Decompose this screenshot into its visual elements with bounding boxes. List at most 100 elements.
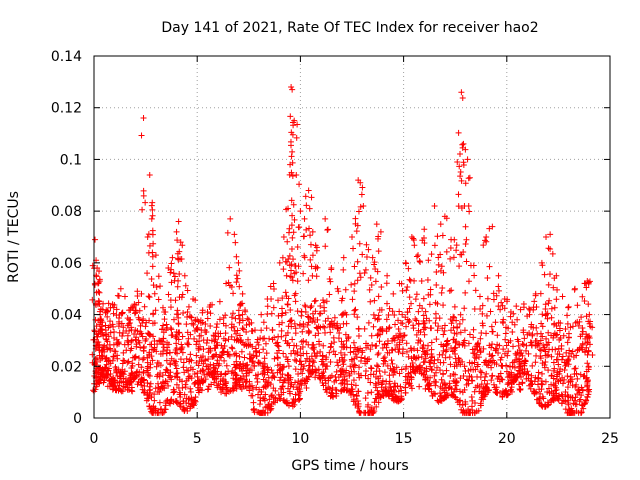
data-point [337, 388, 344, 395]
data-point [268, 393, 275, 400]
data-point [159, 338, 166, 345]
data-point [355, 403, 362, 410]
data-point [172, 346, 179, 353]
data-point [131, 330, 138, 337]
data-point [555, 396, 562, 403]
data-point [299, 343, 306, 350]
data-point [323, 354, 330, 361]
data-point [270, 304, 277, 311]
data-point [484, 295, 491, 302]
data-point [354, 258, 361, 265]
data-point [271, 374, 278, 381]
data-point [223, 362, 230, 369]
data-point [214, 384, 221, 391]
data-point [576, 318, 583, 325]
data-point [519, 341, 526, 348]
data-point [313, 367, 320, 374]
y-tick-label: 0.1 [60, 152, 82, 168]
data-point [128, 345, 135, 352]
data-point [512, 376, 519, 383]
data-point [125, 339, 132, 346]
data-point [362, 368, 369, 375]
data-point [291, 216, 298, 223]
data-point [107, 318, 114, 325]
data-point [117, 285, 124, 292]
data-point [458, 177, 465, 184]
data-point [520, 301, 527, 308]
data-point [175, 218, 182, 225]
data-point [215, 333, 222, 340]
data-point [174, 307, 181, 314]
data-point [440, 331, 447, 338]
data-point [306, 355, 313, 362]
data-point [147, 341, 154, 348]
data-point [375, 316, 382, 323]
data-point [462, 289, 469, 296]
data-point [239, 317, 246, 324]
data-point [327, 393, 334, 400]
data-point [146, 171, 153, 178]
data-point [421, 367, 428, 374]
data-point [131, 310, 138, 317]
data-point [396, 370, 403, 377]
data-point [351, 288, 358, 295]
data-point [295, 263, 302, 270]
data-point [391, 380, 398, 387]
data-point [375, 363, 382, 370]
data-point [480, 345, 487, 352]
data-point [550, 284, 557, 291]
data-point [285, 363, 292, 370]
data-point [564, 384, 571, 391]
data-point [144, 379, 151, 386]
data-point [584, 378, 591, 385]
data-point [202, 376, 209, 383]
data-point [382, 384, 389, 391]
data-point [297, 380, 304, 387]
data-point [373, 403, 380, 410]
data-point [290, 256, 297, 263]
data-point [447, 361, 454, 368]
data-point [203, 328, 210, 335]
y-tick-label: 0.02 [51, 359, 82, 375]
data-point [140, 316, 147, 323]
data-point [168, 326, 175, 333]
data-point [508, 379, 515, 386]
data-point [431, 202, 438, 209]
data-point [331, 339, 338, 346]
data-point [455, 129, 462, 136]
data-point [217, 371, 224, 378]
data-point [135, 314, 142, 321]
data-point [521, 362, 528, 369]
data-point [428, 251, 435, 258]
data-point [519, 366, 526, 373]
data-point [450, 393, 457, 400]
data-point [91, 281, 98, 288]
data-point [397, 383, 404, 390]
data-point [294, 121, 301, 128]
data-point [368, 365, 375, 372]
data-point [213, 351, 220, 358]
data-point [323, 363, 330, 370]
data-point [314, 316, 321, 323]
data-point [526, 382, 533, 389]
data-point [119, 329, 126, 336]
data-point [558, 342, 565, 349]
data-point [315, 338, 322, 345]
data-point [132, 354, 139, 361]
data-point [113, 306, 120, 313]
data-point [135, 361, 142, 368]
data-point [425, 257, 432, 264]
x-tick-label: 15 [395, 431, 413, 447]
data-point [469, 409, 476, 416]
data-point [516, 358, 523, 365]
data-point [181, 391, 188, 398]
data-point [114, 373, 121, 380]
data-point [349, 358, 356, 365]
data-point [150, 346, 157, 353]
data-point [459, 358, 466, 365]
data-point [315, 372, 322, 379]
data-point [305, 187, 312, 194]
data-point [428, 339, 435, 346]
data-point [167, 304, 174, 311]
data-point [238, 348, 245, 355]
